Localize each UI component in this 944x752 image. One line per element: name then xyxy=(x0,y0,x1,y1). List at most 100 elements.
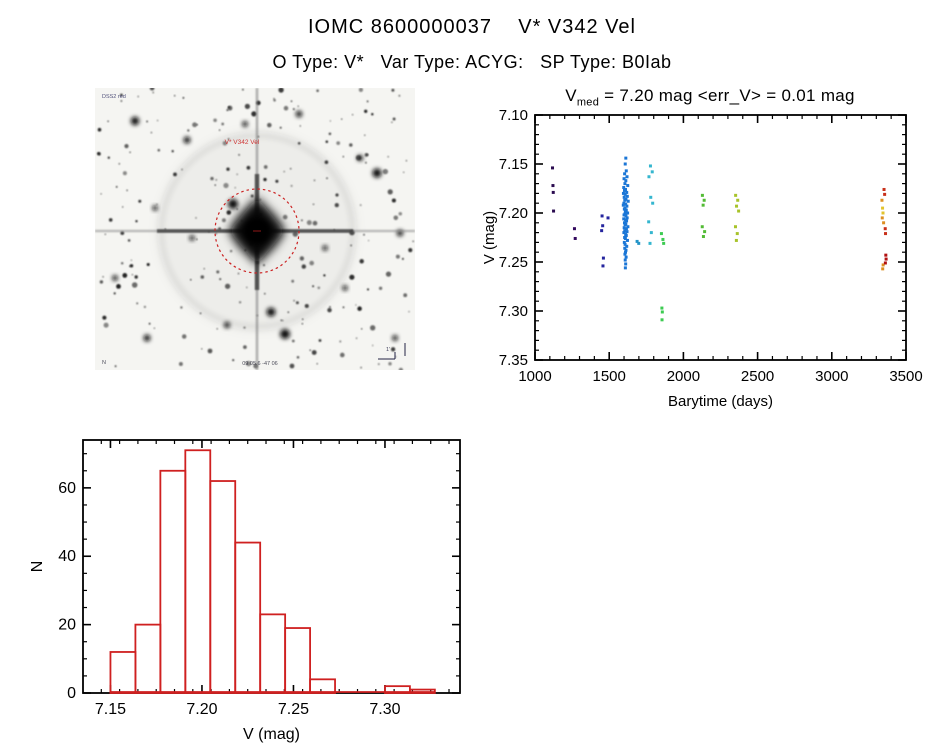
dss-star xyxy=(136,302,139,305)
scatter-point xyxy=(624,227,628,231)
scatter-point xyxy=(625,190,629,194)
dss-star xyxy=(201,348,203,350)
scale-bar-label: 1' xyxy=(386,347,390,353)
y-tick-label: 40 xyxy=(58,548,76,565)
y-tick-label: 7.15 xyxy=(499,156,528,173)
dss-star xyxy=(120,93,123,97)
dss-star xyxy=(324,160,329,164)
dss-star xyxy=(236,208,238,210)
scatter-point xyxy=(624,255,628,259)
dss-star xyxy=(181,168,183,171)
dss-star xyxy=(143,305,147,309)
histogram-bar xyxy=(259,613,287,694)
dss-star xyxy=(102,275,104,278)
scatter-point xyxy=(880,216,884,220)
histogram-bar xyxy=(184,449,212,694)
dss-star xyxy=(323,274,326,277)
dss-star xyxy=(291,279,295,283)
scatter-point xyxy=(624,179,628,183)
dss-star xyxy=(238,153,241,156)
dss-star xyxy=(392,117,396,121)
histogram-bar xyxy=(134,623,162,694)
scatter-point xyxy=(622,188,626,192)
scatter-point xyxy=(624,214,628,218)
x-tick-label: 1000 xyxy=(518,368,551,385)
dss-star xyxy=(364,153,369,157)
dss-star xyxy=(385,271,392,277)
dss-star xyxy=(221,122,225,126)
dss-star xyxy=(237,272,240,275)
dss-star xyxy=(122,206,124,208)
scatter-point xyxy=(884,253,888,257)
dss-star xyxy=(290,100,293,102)
dss-star xyxy=(306,220,312,226)
x-axis-label: V (mag) xyxy=(243,726,300,743)
dss-star xyxy=(335,193,339,197)
dss-star xyxy=(131,274,134,276)
dss-star xyxy=(363,233,365,236)
x-tick-label: 2000 xyxy=(667,368,700,385)
dss-star xyxy=(234,186,236,189)
dss-star xyxy=(287,311,290,314)
dss-star xyxy=(196,238,198,241)
dss-star xyxy=(107,120,109,122)
scatter-point xyxy=(623,246,627,250)
dss-star xyxy=(207,348,213,354)
scatter-point xyxy=(626,199,630,203)
dss-star xyxy=(187,129,190,132)
dss-star xyxy=(402,171,405,174)
scatter-point xyxy=(622,186,626,190)
scatter-point xyxy=(626,184,630,188)
dss-star xyxy=(273,99,276,102)
y-tick-label: 7.10 xyxy=(499,107,528,124)
dss-bright-star xyxy=(152,205,158,211)
dss-star xyxy=(223,182,229,189)
scatter-point xyxy=(649,195,653,199)
dss-star xyxy=(242,88,244,91)
dss-bright-star xyxy=(342,285,348,291)
scatter-point xyxy=(623,266,627,270)
scatter-point xyxy=(623,223,627,227)
vmed-symbol: V xyxy=(565,86,577,105)
dss-star xyxy=(403,293,408,298)
vmed-subscript: med xyxy=(576,96,600,109)
dss-star xyxy=(244,103,251,110)
dss-star xyxy=(181,334,187,339)
scatter-point xyxy=(623,162,627,166)
dss-star xyxy=(370,325,376,331)
dss-star xyxy=(341,118,343,120)
scatter-point xyxy=(701,203,705,207)
scatter-point xyxy=(736,198,740,202)
scatter-point xyxy=(572,227,576,231)
dss-star xyxy=(393,215,399,221)
scatter-point xyxy=(651,201,655,205)
dss-star xyxy=(312,203,315,205)
dss-star xyxy=(103,322,109,328)
dss-star xyxy=(107,156,110,159)
y-axis-label: N xyxy=(29,561,46,573)
dss-star xyxy=(215,232,217,235)
dss-star xyxy=(412,240,415,243)
x-tick-label: 7.30 xyxy=(369,701,400,718)
dss-star xyxy=(150,131,153,134)
scatter-point xyxy=(622,195,626,199)
dss-star xyxy=(289,363,295,369)
dss-star xyxy=(213,118,217,123)
dss-bright-star xyxy=(372,168,382,178)
dss-star xyxy=(366,288,370,291)
dss-bright-star xyxy=(112,275,118,281)
dss-star xyxy=(296,355,300,359)
dss-star xyxy=(387,189,393,195)
scatter-point xyxy=(625,216,629,220)
dss-star xyxy=(360,366,362,369)
dss-star xyxy=(115,186,118,188)
scatter-point xyxy=(662,241,666,245)
dss-star xyxy=(245,286,248,289)
scatter-point xyxy=(880,198,884,202)
dss-star xyxy=(245,360,252,367)
scatter-point xyxy=(622,226,626,230)
scatter-point xyxy=(881,206,885,210)
dss-target-label: V* V342 Vel xyxy=(225,139,260,146)
dss-star xyxy=(214,184,216,186)
scatter-point xyxy=(551,184,555,188)
